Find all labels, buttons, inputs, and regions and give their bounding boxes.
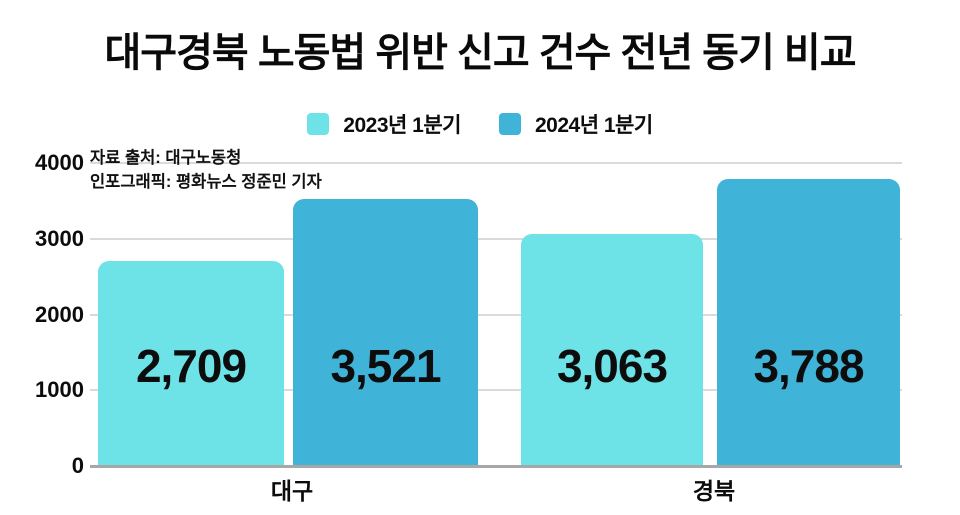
gridline-1000 bbox=[90, 389, 902, 392]
legend-swatch-icon bbox=[499, 113, 521, 135]
y-axis-tick-label: 4000 bbox=[35, 150, 84, 175]
x-axis-category-label: 대구 bbox=[270, 478, 314, 504]
source-note: 자료 출처: 대구노동청 인포그래픽: 평화뉴스 정준민 기자 bbox=[90, 146, 322, 194]
legend-item-2023: 2023년 1분기 bbox=[307, 109, 461, 139]
bar-value-label: 3,063 bbox=[556, 340, 668, 392]
y-axis-tick-label: 2000 bbox=[35, 301, 84, 327]
source-note-line1: 자료 출처: 대구노동청 bbox=[90, 149, 242, 167]
bar-group2-series2 bbox=[717, 179, 900, 466]
bar-group2-series1 bbox=[521, 233, 703, 466]
x-axis-line bbox=[90, 464, 902, 468]
legend-label: 2024년 1분기 bbox=[535, 114, 653, 137]
gridline-2000 bbox=[90, 313, 902, 316]
bar-group1-series2 bbox=[293, 199, 478, 466]
gridline-4000 bbox=[90, 162, 902, 164]
x-axis-category-label: 경북 bbox=[692, 478, 736, 504]
y-axis-tick-label: 1000 bbox=[35, 377, 84, 403]
bar-value-label: 2,709 bbox=[135, 340, 247, 392]
y-axis-tick-label: 0 bbox=[71, 453, 84, 478]
legend: 2023년 1분기 2024년 1분기 bbox=[0, 109, 960, 139]
legend-label: 2023년 1분기 bbox=[343, 114, 461, 137]
chart-title: 대구경북 노동법 위반 신고 건수 전년 동기 비교 bbox=[104, 31, 857, 75]
legend-item-2024: 2024년 1분기 bbox=[499, 109, 653, 139]
bar-value-label: 3,521 bbox=[330, 340, 441, 392]
bar-group1-series1 bbox=[98, 260, 284, 466]
bar-value-label: 3,788 bbox=[753, 340, 864, 392]
legend-swatch-icon bbox=[307, 113, 330, 135]
source-note-line2: 인포그래픽: 평화뉴스 정준민 기자 bbox=[90, 173, 322, 191]
gridline-3000 bbox=[90, 237, 902, 240]
y-axis-tick-label: 3000 bbox=[35, 225, 84, 251]
